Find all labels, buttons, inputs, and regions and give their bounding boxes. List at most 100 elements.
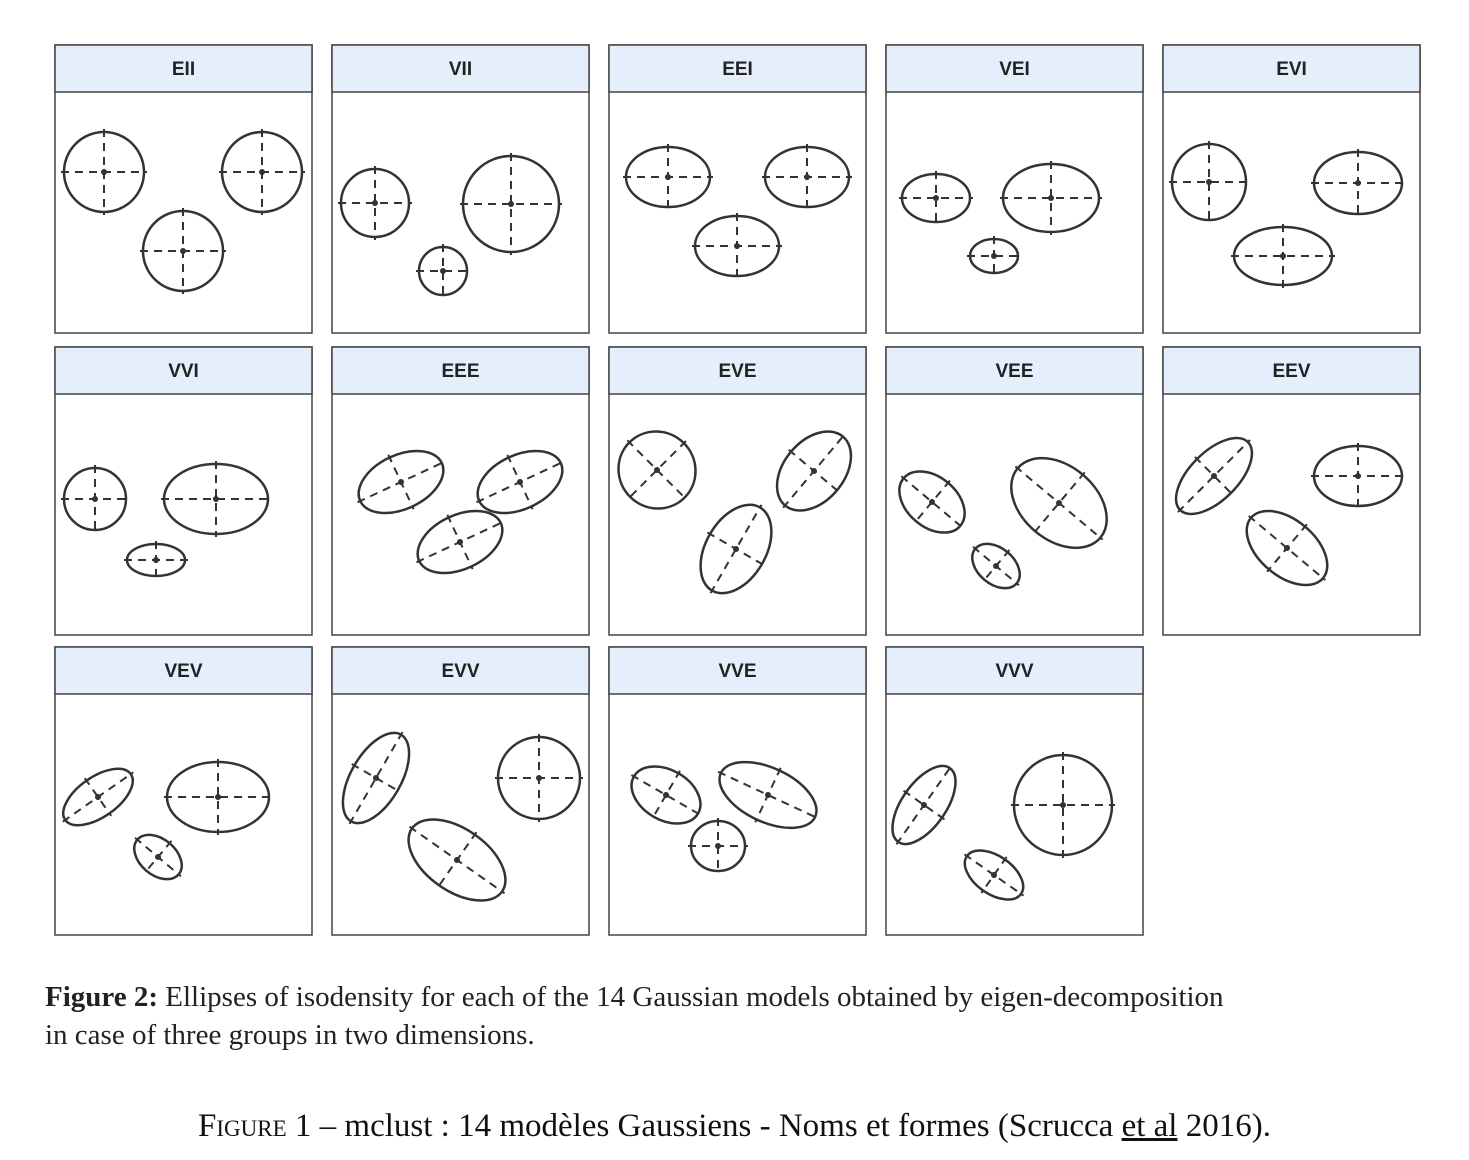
- center: [991, 872, 997, 878]
- center: [1056, 500, 1062, 506]
- panel-header: [1162, 346, 1421, 395]
- panel-header: [331, 646, 590, 695]
- panel: EEI: [608, 44, 867, 334]
- center: [155, 854, 161, 860]
- axis: [1194, 456, 1234, 496]
- center: [933, 195, 939, 201]
- caption-label: Figure: [198, 1108, 287, 1144]
- center: [508, 201, 514, 207]
- panel-title: VEI: [999, 59, 1030, 80]
- center: [733, 546, 739, 552]
- caption-line: in case of three groups in two dimension…: [45, 1019, 535, 1051]
- center: [993, 563, 999, 569]
- axis: [717, 770, 819, 820]
- ellipse-group: [630, 765, 702, 825]
- panel-frame: [885, 44, 1144, 334]
- center: [715, 843, 721, 849]
- panel-frame: [608, 44, 867, 334]
- center: [153, 557, 159, 563]
- ellipse-group: [416, 244, 470, 298]
- center: [1284, 545, 1290, 551]
- ellipse-group: [898, 470, 966, 534]
- ellipse-group: [1231, 224, 1335, 288]
- ellipse-group: [971, 542, 1021, 590]
- panel-title: VVI: [168, 361, 199, 382]
- panel-frame: [608, 646, 867, 936]
- panel-title: EEV: [1272, 361, 1310, 382]
- panel-header: [54, 346, 313, 395]
- center: [372, 200, 378, 206]
- ellipse-group: [219, 129, 305, 215]
- ellipse-group: [495, 734, 583, 822]
- panel-title: VII: [449, 59, 472, 80]
- center: [811, 468, 817, 474]
- panel-title: VVE: [718, 661, 756, 682]
- center: [536, 775, 542, 781]
- panel-title: EEE: [441, 361, 479, 382]
- ellipse-group: [891, 764, 957, 846]
- panel: VII: [331, 44, 590, 334]
- caption-number: 1: [294, 1108, 312, 1144]
- center: [804, 174, 810, 180]
- ellipse-group: [699, 503, 773, 595]
- panel: EVE: [608, 346, 867, 636]
- center: [457, 539, 463, 545]
- panel-title: EVV: [441, 661, 479, 682]
- panel-title: VVV: [995, 661, 1033, 682]
- axis: [709, 504, 763, 594]
- center: [663, 792, 669, 798]
- center: [101, 169, 107, 175]
- ellipse-group: [341, 731, 411, 825]
- panel: EEE: [331, 346, 590, 636]
- panel-title: EVI: [1276, 59, 1307, 80]
- panel-header: [331, 44, 590, 93]
- center: [454, 857, 460, 863]
- center: [440, 268, 446, 274]
- panel-header: [608, 646, 867, 695]
- panel-frame: [1162, 346, 1421, 636]
- ellipse-group: [124, 541, 188, 579]
- center: [259, 169, 265, 175]
- panel-header: [608, 44, 867, 93]
- panel: VVI: [54, 346, 313, 636]
- panel: VEE: [885, 346, 1144, 636]
- axis: [1177, 439, 1251, 513]
- center: [1048, 195, 1054, 201]
- panel-header: [1162, 44, 1421, 93]
- ellipse-group: [161, 461, 271, 537]
- panel: VVE: [608, 646, 867, 936]
- panel-header: [885, 346, 1144, 395]
- panel-header: [608, 346, 867, 395]
- panel-title: EVE: [718, 361, 756, 382]
- panel: VEV: [54, 646, 313, 936]
- center: [95, 794, 101, 800]
- panel-frame: [331, 44, 590, 334]
- figure-grid: EII VII EEI VEI EVI VVI EEE EVE VEE EEV VEV EVV VVE V…: [54, 44, 1421, 936]
- ellipse-group: [338, 166, 412, 240]
- caption-year: 2016).: [1185, 1108, 1271, 1144]
- panel-frame: [885, 346, 1144, 636]
- ellipse-group: [775, 430, 853, 512]
- caption-text: – mclust : 14 modèles Gaussiens - Noms e…: [319, 1108, 1114, 1144]
- ellipse-group: [1000, 161, 1102, 235]
- panel-frame: [885, 646, 1144, 936]
- center: [1060, 802, 1066, 808]
- ellipse-group: [688, 818, 748, 874]
- panel-header: [54, 44, 313, 93]
- ellipse-group: [1311, 443, 1405, 509]
- ellipse-group: [1010, 456, 1108, 550]
- ellipse-group: [140, 208, 226, 294]
- center: [215, 794, 221, 800]
- ellipse-group: [1311, 149, 1405, 217]
- panel-title: EEI: [722, 59, 753, 80]
- center: [180, 248, 186, 254]
- panel-frame: [331, 346, 590, 636]
- ellipse-group: [460, 153, 562, 255]
- figure-1-caption: Figure 1 – mclust : 14 modèles Gaussiens…: [0, 1108, 1469, 1145]
- panel-title: EII: [172, 59, 195, 80]
- axis: [83, 777, 113, 817]
- caption-label: Figure 2:: [45, 981, 159, 1013]
- panel-header: [885, 646, 1144, 695]
- ellipse-group: [1174, 436, 1254, 516]
- ellipse-group: [61, 465, 129, 533]
